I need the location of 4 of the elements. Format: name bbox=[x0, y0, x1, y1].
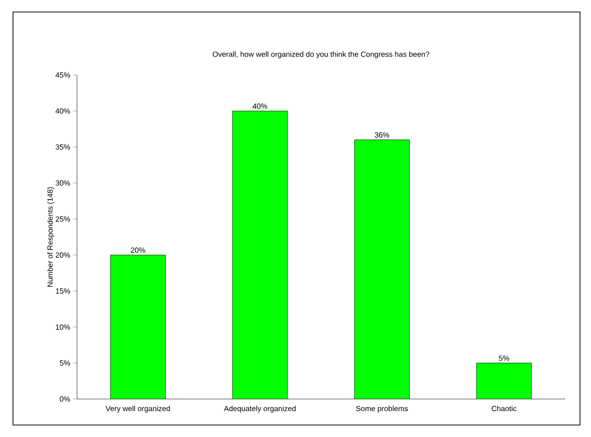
bar bbox=[232, 111, 288, 399]
bar bbox=[354, 140, 410, 399]
bar bbox=[110, 255, 166, 399]
bar bbox=[476, 362, 532, 399]
